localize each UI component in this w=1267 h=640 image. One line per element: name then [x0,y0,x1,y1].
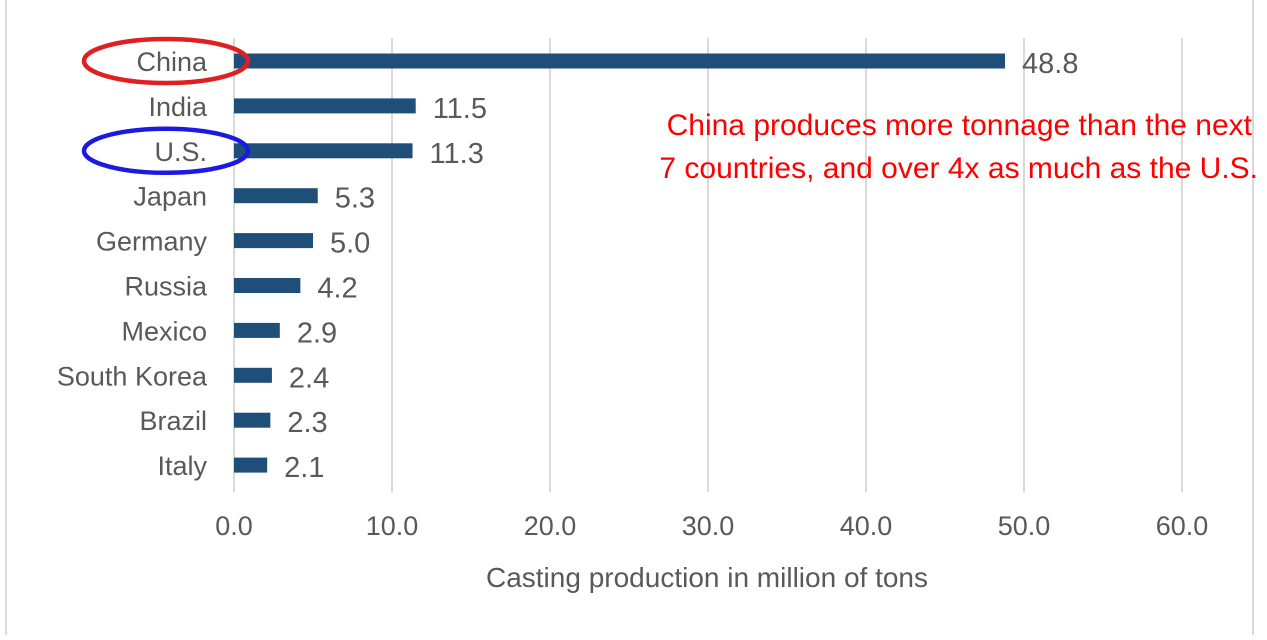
category-label-mexico: Mexico [121,316,207,346]
bars [234,53,1006,473]
x-axis-ticks: 0.0 10.0 20.0 30.0 40.0 50.0 60.0 [215,511,1208,541]
bar-brazil [234,412,271,428]
category-label-u-s: U.S. [154,137,207,167]
highlight-ellipse-u-s [81,126,251,176]
bar-japan [234,188,318,204]
value-label-russia: 4.2 [317,273,357,305]
category-labels: China India U.S. Japan Germany Russia Mexico So… [57,47,208,481]
bar-india [234,98,416,114]
highlight-ellipses [81,36,251,176]
bar-south-korea [234,367,272,383]
value-label-u-s: 11.3 [430,138,484,170]
category-label-china: China [136,47,208,77]
gridlines [233,38,1183,492]
value-label-india: 11.5 [433,93,487,125]
value-label-south-korea: 2.4 [289,362,329,394]
category-label-germany: Germany [96,227,208,257]
value-label-japan: 5.3 [335,183,375,215]
bar-china [234,53,1006,69]
highlight-ellipse-china [81,36,251,86]
x-tick-label-30: 30.0 [682,511,735,541]
category-label-japan: Japan [133,182,207,212]
value-label-italy: 2.1 [284,452,324,484]
value-label-china: 48.8 [1022,48,1078,80]
annotation-line-2: 7 countries, and over 4x as much as the … [659,152,1258,185]
bar-italy [234,457,268,473]
category-label-brazil: Brazil [139,406,207,436]
x-tick-label-10: 10.0 [366,511,419,541]
bar-russia [234,278,301,293]
value-label-brazil: 2.3 [287,407,327,439]
x-tick-label-20: 20.0 [524,511,577,541]
x-tick-label-60: 60.0 [1156,511,1209,541]
bar-mexico [234,322,280,338]
category-label-italy: Italy [157,451,207,481]
annotation: China produces more tonnage than the nex… [659,109,1258,185]
bar-germany [234,233,313,249]
category-label-india: India [148,92,208,122]
annotation-line-1: China produces more tonnage than the nex… [667,109,1253,142]
x-tick-label-0: 0.0 [215,511,253,541]
x-tick-label-40: 40.0 [840,511,893,541]
value-labels: 48.8 11.5 11.3 5.3 5.0 4.2 2.9 2.4 2.3 2.1 [284,48,1078,484]
value-label-mexico: 2.9 [297,317,337,349]
value-label-germany: 5.0 [330,228,370,260]
x-axis-title: Casting production in million of tons [486,562,928,593]
category-label-south-korea: South Korea [57,361,208,391]
category-label-russia: Russia [124,272,208,302]
x-tick-label-50: 50.0 [998,511,1051,541]
bar-u-s [234,143,413,159]
